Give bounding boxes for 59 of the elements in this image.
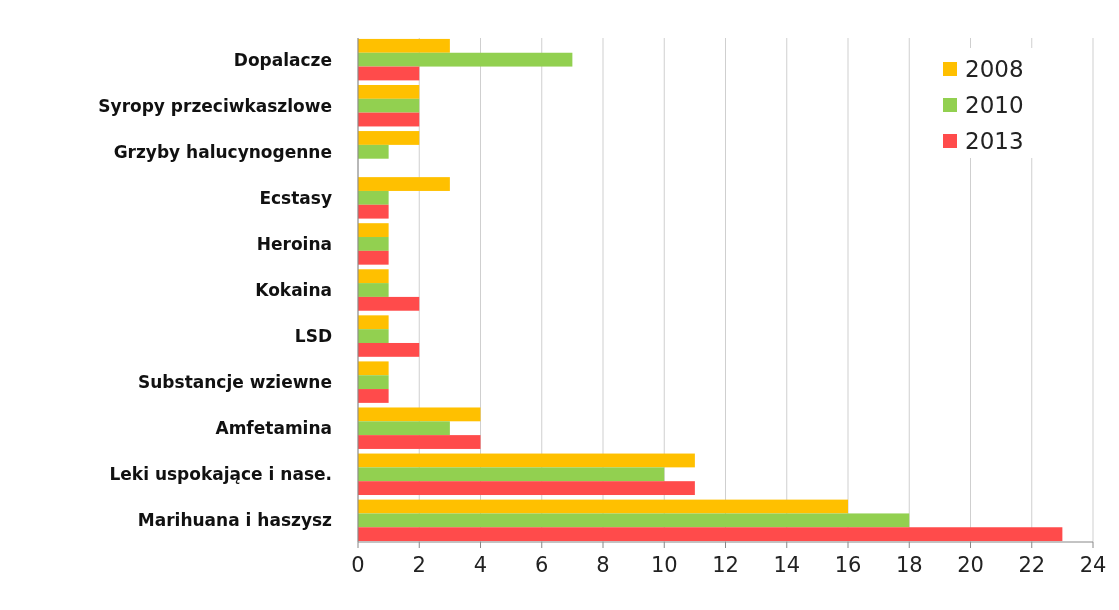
- y-tick-label: Syropy przeciwkaszlowe: [98, 95, 332, 116]
- bar: [358, 112, 420, 127]
- y-tick-label: Amfetamina: [215, 418, 332, 439]
- bar: [358, 453, 695, 468]
- x-tick-label: 12: [712, 553, 739, 577]
- x-tick-label: 14: [773, 553, 801, 577]
- legend-label: 2013: [965, 128, 1024, 154]
- x-tick-label: 6: [535, 553, 549, 577]
- y-tick-label: Heroina: [256, 233, 332, 254]
- x-tick-label: 4: [473, 553, 488, 577]
- x-tick-label: 22: [1018, 553, 1046, 577]
- y-tick-label: Ecstasy: [259, 187, 332, 208]
- y-tick-label: Kokaina: [255, 280, 332, 300]
- bar: [358, 407, 481, 422]
- bar: [358, 389, 389, 403]
- bar: [358, 269, 389, 284]
- bar: [358, 38, 450, 53]
- bar: [358, 296, 420, 311]
- bar: [358, 204, 389, 219]
- x-tick-label: 16: [834, 553, 862, 577]
- y-tick-label: Marihuana i haszysz: [137, 510, 333, 531]
- bar: [358, 421, 450, 436]
- bar: [358, 329, 389, 343]
- bar: [358, 190, 389, 205]
- y-tick-label: Substancje wziewne: [138, 372, 332, 393]
- bar: [358, 52, 573, 67]
- x-tick-label: 24: [1079, 553, 1107, 577]
- bar: [358, 513, 910, 528]
- bar: [358, 342, 420, 357]
- bar: [358, 467, 665, 482]
- x-tick-label: 2: [412, 553, 426, 577]
- bar: [358, 361, 389, 376]
- y-tick-label: Dopalacze: [233, 49, 332, 70]
- bar: [358, 144, 389, 159]
- bar: [358, 98, 420, 113]
- legend-label: 2010: [965, 92, 1024, 118]
- y-tick-label: Leki uspokające i nase.: [109, 464, 332, 485]
- y-tick-label: LSD: [294, 326, 332, 347]
- bar: [358, 84, 420, 99]
- bar: [358, 283, 389, 297]
- legend-label: 2008: [965, 56, 1024, 82]
- y-tick-label: Grzyby halucynogenne: [113, 141, 332, 162]
- bar: [358, 499, 848, 514]
- bar: [358, 375, 389, 390]
- bar: [358, 435, 481, 449]
- bar: [358, 250, 389, 265]
- x-tick-label: 18: [895, 553, 923, 577]
- bar: [358, 527, 1063, 542]
- x-tick-label: 0: [351, 553, 365, 577]
- bar: [358, 223, 389, 238]
- bar: [358, 237, 389, 251]
- bar: [358, 315, 389, 330]
- x-tick-label: 10: [650, 553, 678, 577]
- bar: [358, 131, 420, 145]
- bar: [358, 177, 450, 191]
- bar: [358, 481, 695, 496]
- x-tick-label: 8: [596, 553, 610, 577]
- bar: [358, 66, 420, 81]
- x-tick-label: 20: [957, 553, 984, 577]
